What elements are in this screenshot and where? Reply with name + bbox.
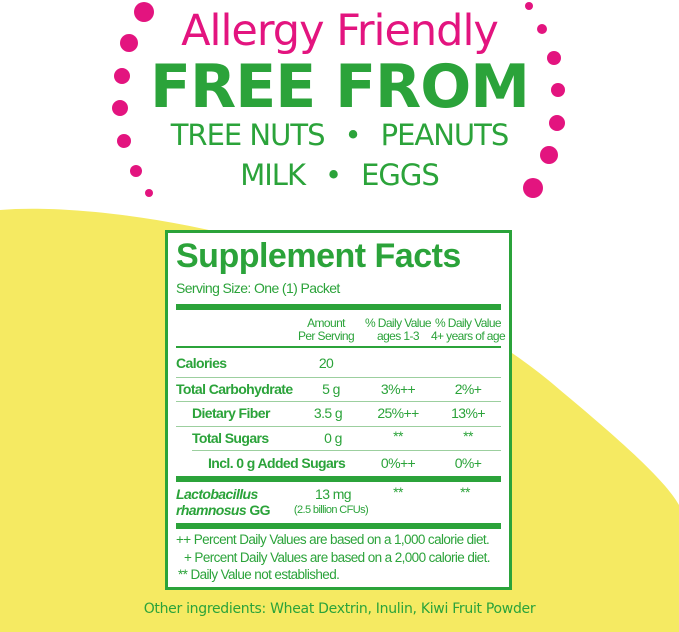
row-line — [192, 450, 501, 451]
row-line — [176, 377, 501, 378]
row-line — [176, 401, 501, 402]
divider-thick — [176, 304, 501, 310]
decorative-dots — [112, 2, 565, 198]
row-line — [176, 426, 501, 427]
col-dv1-header: % Daily Value ages 1-3 — [364, 316, 432, 343]
facts-title: Supplement Facts — [176, 237, 461, 275]
col-amount-header: Amount Per Serving — [297, 316, 355, 343]
footnote-2000-cal: + Percent Daily Values are based on a 2,… — [184, 550, 490, 565]
divider-thick — [176, 476, 501, 482]
bullet: • — [324, 158, 342, 192]
allergen-line-2: MILK • EGGS — [0, 158, 679, 192]
allergen-eggs: EGGS — [361, 158, 440, 192]
divider — [176, 346, 501, 348]
footnote-dv-not-established: ** Daily Value not established. — [178, 567, 340, 582]
divider-thick — [176, 523, 501, 529]
bullet: • — [344, 118, 361, 152]
allergen-peanuts: PEANUTS — [380, 118, 510, 152]
other-ingredients: Other ingredients: Wheat Dextrin, Inulin… — [143, 601, 536, 617]
allergen-line-1: TREE NUTS • PEANUTS — [0, 118, 679, 152]
supplement-facts-panel: Supplement Facts Serving Size: One (1) P… — [165, 230, 512, 590]
allergen-tree-nuts: TREE NUTS — [170, 118, 326, 152]
allergy-friendly-heading: Allergy Friendly — [181, 6, 499, 56]
footnote-1000-cal: ++ Percent Daily Values are based on a 1… — [176, 532, 490, 547]
col-dv2-header: % Daily Value 4+ years of age — [430, 316, 506, 343]
free-from-heading: FREE FROM — [150, 52, 530, 122]
allergen-milk: MILK — [240, 158, 306, 192]
serving-size: Serving Size: One (1) Packet — [176, 280, 340, 296]
